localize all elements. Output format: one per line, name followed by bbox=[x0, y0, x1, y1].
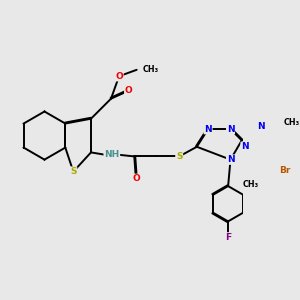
Text: O: O bbox=[132, 174, 140, 183]
Text: NH: NH bbox=[104, 150, 119, 159]
Text: N: N bbox=[241, 142, 249, 151]
Text: S: S bbox=[176, 152, 182, 161]
Text: F: F bbox=[225, 233, 231, 242]
Text: N: N bbox=[204, 124, 212, 134]
Text: N: N bbox=[257, 122, 265, 131]
Text: O: O bbox=[115, 72, 123, 81]
Text: Br: Br bbox=[279, 167, 291, 176]
Text: CH₃: CH₃ bbox=[242, 180, 259, 189]
Text: CH₃: CH₃ bbox=[142, 65, 158, 74]
Text: O: O bbox=[125, 86, 133, 95]
Text: N: N bbox=[227, 124, 234, 134]
Text: N: N bbox=[227, 155, 234, 164]
Text: S: S bbox=[70, 167, 76, 176]
Text: CH₃: CH₃ bbox=[284, 118, 300, 127]
